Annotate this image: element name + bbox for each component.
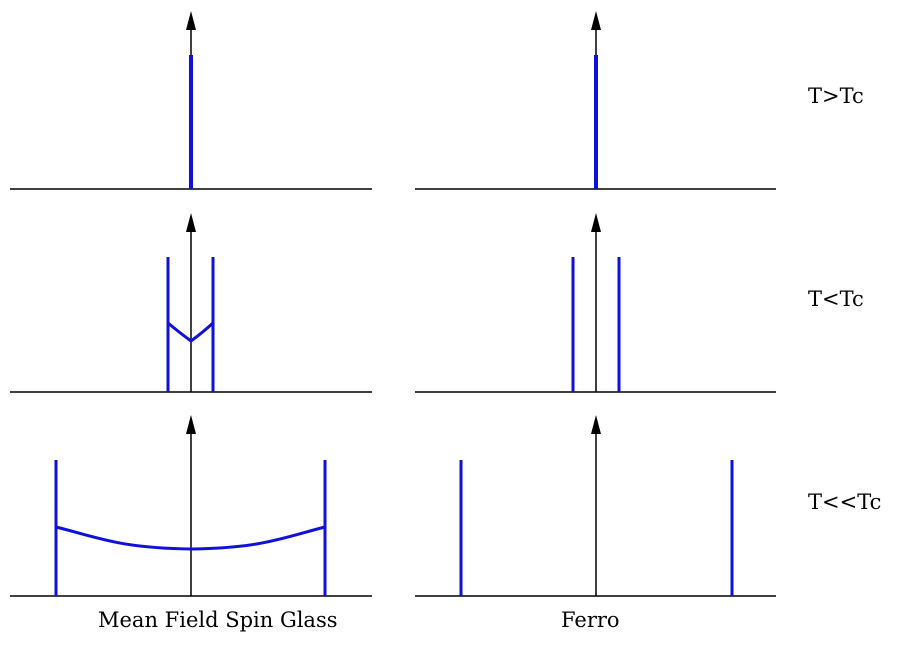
panel-spin-glass-row3 <box>10 415 372 597</box>
row-label-t-far-below-tc: T<<Tc <box>808 490 882 514</box>
row-label-t-below-tc: T<Tc <box>808 287 864 311</box>
row-label-t-above-tc: T>Tc <box>808 84 864 108</box>
panel-ferro-row1 <box>415 11 776 190</box>
y-axis-arrowhead-icon <box>186 213 196 232</box>
y-axis-arrowhead-icon <box>591 11 601 30</box>
y-axis-arrowhead-icon <box>591 415 601 434</box>
y-axis-arrowhead-icon <box>591 213 601 232</box>
panel-ferro-row2 <box>415 213 776 393</box>
panel-ferro-row3 <box>415 415 776 597</box>
y-axis-arrowhead-icon <box>186 11 196 30</box>
panel-spin-glass-row1 <box>10 11 372 190</box>
continuum-curve <box>167 321 215 343</box>
y-axis-arrowhead-icon <box>186 415 196 434</box>
continuum-curve <box>55 525 326 551</box>
panel-spin-glass-row2 <box>10 213 372 393</box>
column-label-ferro: Ferro <box>561 608 620 632</box>
column-label-spin-glass: Mean Field Spin Glass <box>98 608 338 632</box>
